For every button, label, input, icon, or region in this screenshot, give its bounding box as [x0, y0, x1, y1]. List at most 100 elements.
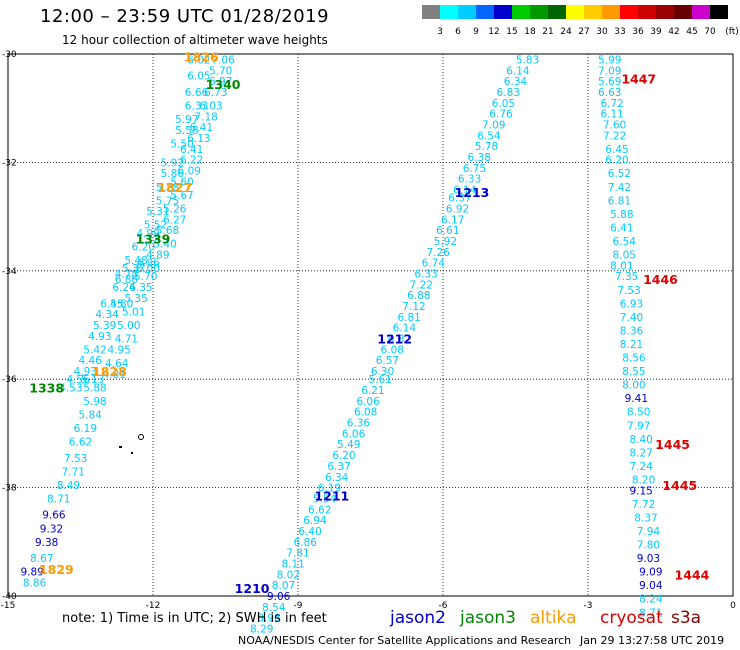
swh-value: 6.41 — [610, 222, 633, 234]
swh-value: 6.24 — [112, 282, 136, 294]
swh-value: 4.34 — [95, 309, 119, 321]
swh-value: 6.54 — [477, 130, 501, 142]
swh-value: 6.05 — [187, 71, 210, 83]
swh-value: 8.07 — [272, 580, 295, 592]
swh-value: 7.18 — [194, 111, 217, 123]
colorbar-swatch — [566, 5, 584, 19]
swh-value: 8.96 — [257, 613, 281, 625]
swh-value: 4.46 — [78, 355, 102, 367]
plot-frame — [7, 53, 734, 597]
swh-value: 6.33 — [458, 174, 481, 186]
swh-value: 5.69 — [598, 76, 621, 88]
pass-time-label: 1829 — [39, 562, 74, 577]
pass-time-label: 1444 — [675, 567, 710, 582]
swh-value: 8.67 — [30, 553, 53, 565]
swh-value: 5.26 — [163, 203, 187, 215]
swh-value: 5.49 — [337, 439, 360, 451]
swh-value: 6.19 — [74, 423, 97, 435]
colorbar-label: 18 — [524, 27, 536, 37]
swh-value: 8.55 — [622, 366, 645, 378]
swh-value: 4.99 — [136, 228, 159, 240]
legend-altika: altika — [530, 608, 577, 628]
swh-value: 7.72 — [632, 499, 655, 511]
swh-value: 9.09 — [639, 567, 662, 579]
swh-value: 7.97 — [627, 420, 650, 432]
swh-value: 5.86 — [161, 168, 185, 180]
swh-value: 9.89 — [20, 567, 43, 579]
swh-value: 8.11 — [281, 558, 304, 570]
swh-value: 5.50 — [170, 138, 193, 150]
swh-value: 6.06 — [356, 396, 380, 408]
chart-subtitle: 12 hour collection of altimeter wave hei… — [62, 33, 328, 47]
island-marker — [131, 452, 133, 454]
x-tick-label: -15 — [1, 601, 16, 611]
swh-value: 6.13 — [187, 133, 210, 145]
swh-value: 8.21 — [620, 339, 643, 351]
pass-time-label: 1446 — [643, 272, 678, 287]
swh-value: 6.57 — [376, 355, 399, 367]
swh-value: 7.22 — [603, 130, 626, 142]
swh-value: 4.93 — [74, 366, 97, 378]
swh-value: 6.40 — [298, 526, 321, 538]
swh-value: 6.81 — [608, 195, 631, 207]
colorbar-label: 45 — [686, 27, 698, 37]
swh-value: 7.81 — [286, 548, 309, 560]
swh-value: 5.61 — [368, 374, 391, 386]
colorbar-swatch — [584, 5, 602, 19]
swh-value: 7.80 — [637, 540, 660, 552]
island-marker — [119, 446, 122, 448]
swh-value: 4.78 — [115, 269, 138, 281]
swh-value: 6.14 — [393, 323, 417, 335]
colorbar-swatch — [602, 5, 620, 19]
colorbar-swatch — [710, 5, 728, 19]
swh-value: 4.81 — [103, 369, 126, 381]
y-tick-label: -30 — [2, 50, 17, 60]
swh-value: 6.00 — [136, 263, 159, 275]
swh-value: 5.78 — [475, 141, 498, 153]
swh-value: 6.72 — [600, 98, 623, 110]
colorbar-label: 30 — [596, 27, 608, 37]
colorbar-swatch — [530, 5, 548, 19]
swh-value: 6.76 — [489, 109, 513, 121]
swh-value: 7.94 — [637, 526, 661, 538]
colorbar-swatch — [476, 5, 494, 19]
swh-value: 4.71 — [115, 334, 138, 346]
swh-value: 6.86 — [115, 274, 139, 286]
swh-value: 6.94 — [303, 515, 327, 527]
colorbar-swatch — [548, 5, 566, 19]
colorbar-label: 6 — [455, 27, 461, 37]
swh-value: 8.05 — [613, 250, 636, 262]
x-tick-label: -6 — [439, 601, 448, 611]
swh-value: 8.02 — [277, 569, 300, 581]
pass-time-label: 1447 — [621, 71, 656, 86]
swh-value: 6.11 — [600, 109, 623, 121]
swh-value: 7.24 — [629, 461, 653, 473]
x-tick-label: -3 — [584, 601, 593, 611]
colorbar-label: 39 — [650, 27, 662, 37]
colorbar-label: 12 — [488, 27, 500, 37]
colorbar-swatch — [440, 5, 458, 19]
swh-value: 8.71 — [639, 607, 662, 619]
swh-value: 7.26 — [426, 247, 450, 259]
footnote: note: 1) Time is in UTC; 2) SWH is in fe… — [62, 611, 327, 626]
colorbar-label: 15 — [506, 27, 518, 37]
swh-value: 9.04 — [639, 580, 663, 592]
swh-value: 9.66 — [42, 510, 66, 522]
swh-value: 7.60 — [603, 119, 626, 131]
colorbar-label: 27 — [578, 27, 590, 37]
swh-value: 5.70 — [209, 65, 232, 77]
swh-value: 8.56 — [622, 353, 646, 365]
y-tick-label: -40 — [2, 592, 17, 602]
swh-value: 5.83 — [516, 54, 539, 66]
swh-value: 5.00 — [117, 320, 140, 332]
swh-value: 6.66 — [185, 87, 209, 99]
pass-time-label: 1827 — [157, 180, 192, 195]
colorbar-label: 36 — [632, 27, 644, 37]
swh-value: 4.89 — [146, 250, 169, 262]
swh-value: 9.06 — [267, 591, 291, 603]
swh-value: 6.17 — [441, 214, 464, 226]
y-tick-label: -38 — [2, 484, 17, 494]
swh-value: 9.03 — [637, 553, 660, 565]
swh-value: 7.53 — [64, 453, 87, 465]
